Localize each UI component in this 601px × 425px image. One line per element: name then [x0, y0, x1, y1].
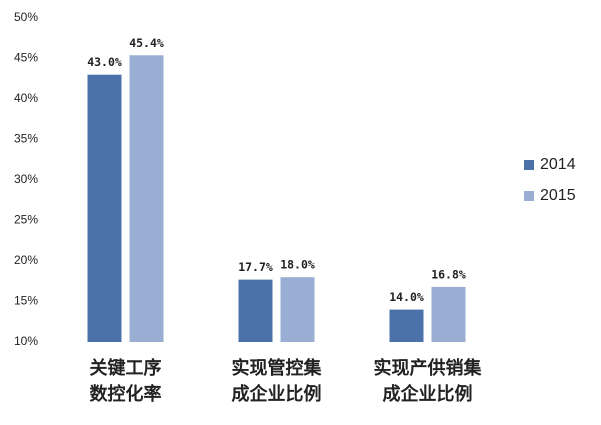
x-tick-label: 关键工序 数控化率 — [89, 358, 162, 405]
bar — [389, 309, 424, 342]
legend-label: 2015 — [540, 187, 576, 204]
bar — [129, 55, 164, 342]
y-tick-label: 15% — [14, 294, 38, 308]
legend-swatch — [524, 191, 534, 201]
value-label: 18.0% — [280, 258, 315, 272]
legend-swatch — [524, 160, 534, 170]
y-tick-label: 10% — [14, 334, 38, 348]
value-label: 16.8% — [431, 267, 466, 281]
x-tick-label: 实现管控集 成企业比例 — [231, 358, 322, 405]
bar — [87, 74, 122, 342]
value-label: 43.0% — [87, 55, 122, 69]
y-tick-label: 40% — [14, 91, 38, 105]
y-tick-label: 20% — [14, 253, 38, 267]
value-label: 17.7% — [238, 260, 273, 274]
x-tick-label: 实现产供销集 成企业比例 — [373, 358, 482, 405]
y-tick-label: 50% — [14, 10, 38, 24]
bar — [431, 286, 466, 342]
value-label: 14.0% — [389, 290, 424, 304]
bar — [238, 279, 273, 342]
y-tick-label: 30% — [14, 172, 38, 186]
legend-label: 2014 — [540, 156, 576, 173]
y-tick-label: 35% — [14, 132, 38, 146]
y-tick-label: 45% — [14, 51, 38, 65]
y-tick-label: 25% — [14, 213, 38, 227]
bar — [280, 277, 315, 342]
value-label: 45.4% — [129, 36, 164, 50]
